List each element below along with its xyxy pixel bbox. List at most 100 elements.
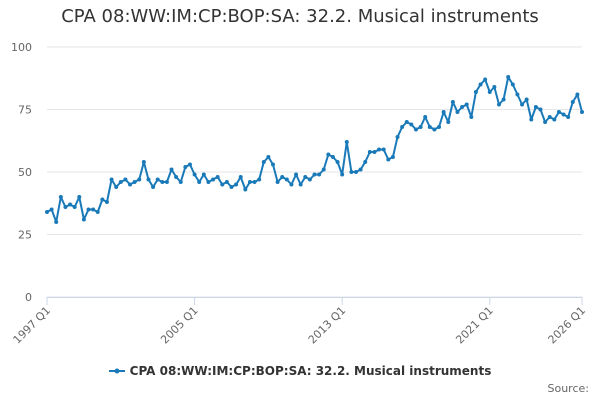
data-point[interactable] <box>146 177 151 182</box>
data-point[interactable] <box>160 180 165 184</box>
data-point[interactable] <box>169 167 174 172</box>
data-point[interactable] <box>580 110 584 114</box>
data-point[interactable] <box>492 85 497 89</box>
data-point[interactable] <box>229 185 234 189</box>
data-point[interactable] <box>450 100 455 104</box>
data-point[interactable] <box>524 97 529 102</box>
data-point[interactable] <box>187 162 192 167</box>
data-point[interactable] <box>547 115 552 119</box>
data-point[interactable] <box>543 120 548 124</box>
data-point[interactable] <box>220 182 225 187</box>
data-point[interactable] <box>390 155 395 159</box>
data-point[interactable] <box>478 82 483 87</box>
data-point[interactable] <box>178 180 183 184</box>
data-point[interactable] <box>128 182 133 187</box>
data-point[interactable] <box>538 107 543 112</box>
data-point[interactable] <box>100 197 105 202</box>
data-point[interactable] <box>321 167 326 172</box>
data-point[interactable] <box>409 122 414 127</box>
data-point[interactable] <box>460 105 465 109</box>
data-point[interactable] <box>570 100 575 104</box>
data-point[interactable] <box>437 125 442 129</box>
data-point[interactable] <box>81 217 86 222</box>
data-point[interactable] <box>118 180 123 184</box>
data-point[interactable] <box>501 97 506 102</box>
data-point[interactable] <box>363 160 368 164</box>
data-point[interactable] <box>496 102 501 107</box>
data-point[interactable] <box>556 110 561 114</box>
data-point[interactable] <box>552 117 557 122</box>
data-point[interactable] <box>215 175 220 179</box>
data-point[interactable] <box>211 177 216 182</box>
data-point[interactable] <box>298 182 303 187</box>
data-point[interactable] <box>464 102 469 107</box>
data-point[interactable] <box>243 187 248 192</box>
data-point[interactable] <box>252 180 257 184</box>
data-point[interactable] <box>238 175 243 179</box>
data-point[interactable] <box>155 177 160 182</box>
data-point[interactable] <box>86 207 91 212</box>
data-point[interactable] <box>561 112 566 117</box>
data-point[interactable] <box>104 200 109 204</box>
data-point[interactable] <box>58 195 63 199</box>
legend[interactable]: CPA 08:WW:IM:CP:BOP:SA: 32.2. Musical in… <box>0 364 600 378</box>
data-point[interactable] <box>224 180 229 184</box>
data-point[interactable] <box>270 162 275 167</box>
data-point[interactable] <box>529 117 534 122</box>
data-point[interactable] <box>280 175 285 179</box>
data-point[interactable] <box>289 182 294 187</box>
data-point[interactable] <box>372 150 377 154</box>
data-point[interactable] <box>257 177 262 182</box>
data-point[interactable] <box>45 210 49 214</box>
data-point[interactable] <box>234 182 239 187</box>
data-point[interactable] <box>432 127 437 132</box>
data-point[interactable] <box>335 160 340 164</box>
data-point[interactable] <box>418 125 423 129</box>
data-point[interactable] <box>77 195 82 199</box>
data-point[interactable] <box>506 75 511 79</box>
data-point[interactable] <box>164 180 169 184</box>
data-point[interactable] <box>68 202 73 207</box>
data-point[interactable] <box>381 147 386 152</box>
data-point[interactable] <box>510 82 515 87</box>
data-point[interactable] <box>91 207 96 212</box>
data-point[interactable] <box>183 165 188 169</box>
data-point[interactable] <box>423 115 428 119</box>
data-point[interactable] <box>349 170 354 174</box>
data-point[interactable] <box>455 110 460 114</box>
data-point[interactable] <box>469 115 474 119</box>
data-point[interactable] <box>377 147 382 152</box>
data-point[interactable] <box>114 185 119 189</box>
data-point[interactable] <box>400 125 405 129</box>
data-point[interactable] <box>515 92 520 97</box>
data-point[interactable] <box>358 167 363 172</box>
data-point[interactable] <box>247 180 252 184</box>
data-point[interactable] <box>141 160 146 164</box>
data-point[interactable] <box>413 127 418 132</box>
data-point[interactable] <box>344 140 349 144</box>
data-point[interactable] <box>312 172 317 177</box>
data-point[interactable] <box>266 155 271 159</box>
data-point[interactable] <box>174 175 179 179</box>
data-point[interactable] <box>201 172 206 177</box>
data-point[interactable] <box>404 120 409 124</box>
data-point[interactable] <box>137 177 142 182</box>
data-point[interactable] <box>575 92 580 97</box>
data-point[interactable] <box>520 102 525 107</box>
data-point[interactable] <box>95 210 100 214</box>
data-point[interactable] <box>326 152 331 157</box>
data-point[interactable] <box>206 180 211 184</box>
data-point[interactable] <box>441 110 446 114</box>
data-point[interactable] <box>132 180 137 184</box>
data-point[interactable] <box>487 90 492 94</box>
data-point[interactable] <box>123 177 128 182</box>
data-point[interactable] <box>330 155 335 159</box>
data-point[interactable] <box>354 170 359 174</box>
data-point[interactable] <box>427 125 432 129</box>
data-point[interactable] <box>151 185 156 189</box>
data-point[interactable] <box>386 157 391 162</box>
data-point[interactable] <box>446 120 451 124</box>
data-point[interactable] <box>473 90 478 94</box>
data-point[interactable] <box>63 205 68 209</box>
data-point[interactable] <box>192 172 197 177</box>
